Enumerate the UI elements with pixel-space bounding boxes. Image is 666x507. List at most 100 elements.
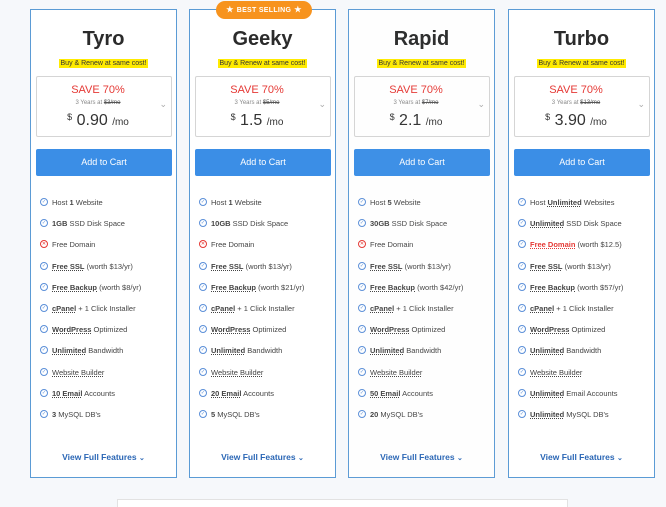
feature-text-part[interactable]: WordPress — [52, 325, 92, 335]
chevron-down-icon[interactable]: ⌄ — [637, 99, 645, 109]
feature-text-part[interactable]: Unlimited — [530, 346, 565, 356]
feature-text-part: MySQL DB's — [378, 409, 423, 419]
check-circle-icon: ✓ — [199, 303, 207, 312]
feature-text-part: (worth $13/yr) — [84, 261, 133, 271]
feature-text-part[interactable]: Free SSL — [530, 261, 563, 271]
add-to-cart-button[interactable]: Add to Cart — [195, 149, 331, 176]
feature-text: cPanel + 1 Click Installer — [530, 304, 614, 313]
feature-text-part: Host — [530, 198, 548, 207]
feature-text-part: 5 — [387, 198, 392, 207]
feature-item: ✓ cPanel + 1 Click Installer — [358, 303, 463, 325]
feature-text: Unlimited Bandwidth — [52, 346, 123, 355]
feature-text-part[interactable]: Unlimited — [547, 198, 582, 207]
add-to-cart-button[interactable]: Add to Cart — [514, 149, 650, 176]
add-to-cart-button[interactable]: Add to Cart — [36, 149, 172, 176]
feature-item: ✓ Free Backup (worth $21/yr) — [199, 282, 304, 304]
feature-text: Host 1 Website — [52, 198, 103, 207]
feature-item: ✓ Website Builder — [358, 367, 463, 389]
add-to-cart-button[interactable]: Add to Cart — [354, 149, 490, 176]
feature-text-part[interactable]: cPanel — [52, 303, 77, 313]
term-selector[interactable]: SAVE 70% 3 Years at $3/mo ⌄ $ 0.90 /mo — [36, 76, 172, 137]
feature-text-part[interactable]: 50 Email — [370, 388, 401, 398]
feature-item: ✓ 50 Email Accounts — [358, 388, 463, 410]
feature-text-part[interactable]: Free SSL — [52, 261, 85, 271]
feature-item: ✓ Unlimited Bandwidth — [518, 346, 623, 367]
check-circle-icon: ✓ — [358, 303, 366, 312]
check-circle-icon: ✓ — [199, 219, 207, 228]
feature-text: Host 5 Website — [370, 198, 421, 207]
feature-text-part[interactable]: cPanel — [530, 303, 555, 313]
feature-list: ✓ Host 1 Website ✓ 1GB SSD Disk Space ✕ Free … — [40, 198, 141, 431]
feature-item: ✓ Free Domain (worth $12.5) — [518, 240, 623, 261]
feature-text-part[interactable]: Free Domain — [530, 240, 576, 250]
term-years: 3 Years at — [234, 100, 262, 106]
feature-text-part: Accounts — [241, 388, 274, 398]
feature-text: WordPress Optimized — [211, 325, 286, 334]
chevron-down-icon[interactable]: ⌄ — [159, 99, 167, 109]
plan-name: Turbo — [553, 28, 610, 50]
feature-text-part[interactable]: Free SSL — [370, 261, 403, 271]
feature-item: ✓ WordPress Optimized — [199, 325, 304, 346]
feature-text-part: Bandwidth — [564, 346, 602, 356]
check-circle-icon: ✓ — [518, 303, 526, 312]
plan-name: Geeky — [232, 28, 293, 50]
check-circle-icon: ✓ — [199, 409, 207, 418]
feature-text: Unlimited Bandwidth — [530, 346, 601, 355]
view-full-features-link[interactable]: View Full Features ⌄ — [31, 452, 176, 462]
feature-text-part[interactable]: Unlimited — [370, 346, 405, 356]
feature-text-part[interactable]: 20 Email — [211, 388, 242, 398]
feature-item: ✓ Unlimited Bandwidth — [199, 346, 304, 367]
feature-text-part[interactable]: Unlimited — [52, 346, 87, 356]
feature-text-part[interactable]: Website Builder — [52, 367, 105, 377]
feature-item: ✓ Free Backup (worth $42/yr) — [358, 282, 464, 304]
feature-item: ✓ Website Builder — [40, 367, 141, 389]
view-full-features-link[interactable]: View Full Features ⌄ — [190, 452, 335, 462]
chevron-down-icon[interactable]: ⌄ — [318, 99, 326, 109]
feature-text-part: 10GB — [211, 219, 231, 229]
feature-text-part[interactable]: WordPress — [370, 325, 410, 335]
feature-text: Free Domain — [211, 240, 254, 249]
feature-text-part: (worth $42/yr) — [415, 282, 464, 292]
save-label: SAVE 70% — [549, 84, 603, 96]
feature-text-part[interactable]: Website Builder — [530, 367, 583, 377]
check-circle-icon: ✓ — [358, 325, 366, 334]
feature-text-part[interactable]: cPanel — [370, 303, 395, 313]
feature-text: 10GB SSD Disk Space — [211, 219, 288, 228]
feature-text-part[interactable]: Free Backup — [211, 282, 257, 292]
price-period: /mo — [425, 117, 443, 128]
chevron-down-icon[interactable]: ⌄ — [477, 99, 485, 109]
term-selector[interactable]: SAVE 70% 3 Years at $7/mo ⌄ $ 2.1 /mo — [354, 76, 490, 137]
view-full-features-link[interactable]: View Full Features ⌄ — [509, 452, 654, 462]
feature-text-part[interactable]: WordPress — [211, 325, 251, 335]
check-circle-icon: ✓ — [518, 282, 526, 291]
feature-text-part[interactable]: Website Builder — [370, 367, 423, 377]
feature-text-part[interactable]: WordPress — [530, 325, 570, 335]
feature-item: ✓ Website Builder — [199, 367, 304, 389]
term-selector[interactable]: SAVE 70% 3 Years at $13/mo ⌄ $ 3.90 /mo — [514, 76, 650, 137]
feature-item: ✓ Unlimited Email Accounts — [518, 388, 623, 410]
feature-text-part: MySQL DB's — [215, 409, 260, 419]
feature-text-part: Websites — [581, 198, 615, 207]
feature-text-part: 1GB — [52, 219, 68, 229]
feature-text-part[interactable]: Free Backup — [370, 282, 416, 292]
feature-text: 5 MySQL DB's — [211, 410, 260, 419]
feature-text-part[interactable]: 10 Email — [52, 388, 83, 398]
view-full-features-link[interactable]: View Full Features ⌄ — [349, 452, 494, 462]
feature-text-part[interactable]: Unlimited — [530, 219, 565, 229]
check-circle-icon: ✓ — [40, 219, 48, 228]
feature-text-part[interactable]: Unlimited — [530, 388, 565, 398]
feature-item: ✓ Free SSL (worth $13/yr) — [40, 261, 141, 283]
price-amount: 1.5 — [240, 112, 263, 129]
feature-text-part[interactable]: Free Backup — [530, 282, 576, 292]
feature-text-part[interactable]: Unlimited — [211, 346, 246, 356]
check-circle-icon: ✓ — [40, 282, 48, 291]
feature-text-part[interactable]: cPanel — [211, 303, 236, 313]
feature-text-part[interactable]: Free Backup — [52, 282, 98, 292]
feature-text-part: Free Domain — [370, 240, 414, 250]
feature-text-part[interactable]: Free SSL — [211, 261, 244, 271]
price: $ 2.1 /mo — [355, 112, 477, 130]
feature-text-part[interactable]: Website Builder — [211, 367, 264, 377]
feature-item: ✓ Free SSL (worth $13/yr) — [358, 261, 463, 283]
term-selector[interactable]: SAVE 70% 3 Years at $5/mo ⌄ $ 1.5 /mo — [195, 76, 331, 137]
feature-text-part[interactable]: Unlimited — [530, 409, 565, 419]
